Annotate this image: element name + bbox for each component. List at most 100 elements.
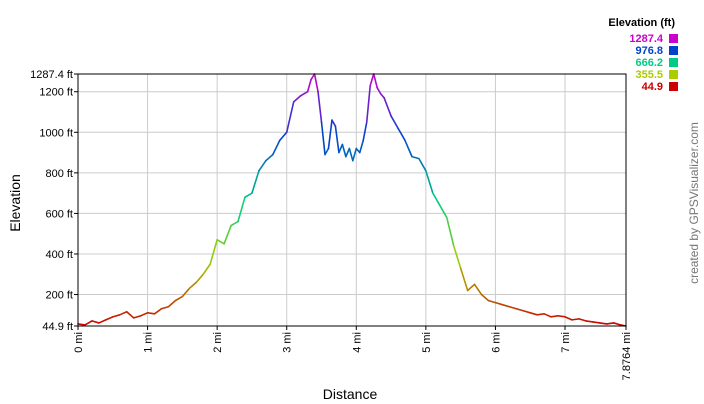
elevation-line-segment [334, 125, 340, 154]
elevation-line-segment [98, 319, 107, 324]
elevation-line-segment [438, 204, 448, 219]
elevation-line-segment [327, 119, 333, 150]
y-tick-label: 44.9 ft [42, 321, 73, 333]
elevation-line-segment [188, 281, 198, 290]
elevation-line-segment [132, 315, 142, 319]
elevation-line-segment [313, 73, 319, 93]
elevation-line-segment [167, 299, 177, 308]
elevation-line-segment [515, 307, 525, 312]
legend-swatch [669, 46, 678, 55]
legend-title: Elevation (ft) [608, 17, 675, 29]
credit-text: created by GPSVisualizer.com [687, 122, 701, 284]
elevation-line-segment [536, 313, 545, 316]
elevation-line-segment [299, 90, 309, 97]
elevation-line-segment [605, 322, 615, 325]
elevation-line-segment [292, 94, 302, 103]
legend-value: 666.2 [635, 57, 663, 69]
elevation-line-segment [379, 92, 385, 99]
y-tick-label: 1000 ft [39, 127, 73, 139]
y-axis-ticks: 44.9 ft 200 ft 400 ft 600 ft 800 ft 1000 ft 12… [30, 69, 78, 333]
elevation-line-segment [557, 315, 566, 318]
y-tick-label: 1200 ft [39, 87, 73, 99]
elevation-line-segment [251, 170, 260, 194]
elevation-line-segment [473, 283, 483, 296]
elevation-line-segment [244, 192, 253, 198]
elevation-line-segment [501, 303, 511, 308]
elevation-line-segment [230, 220, 239, 227]
elevation-line-segment [237, 196, 246, 223]
elevation-line-segment [331, 119, 337, 128]
elevation-line-segment [397, 127, 406, 142]
elevation-line-segment [543, 313, 552, 318]
x-tick-label: 2 mi [212, 332, 224, 353]
elevation-line-segment [216, 238, 225, 245]
elevation-line-segment [160, 305, 170, 310]
elevation-line-segment [418, 157, 427, 172]
elevation-line-segment [84, 320, 93, 326]
elevation-line-segment [265, 153, 274, 162]
y-tick-label: 200 ft [45, 290, 73, 302]
y-tick-label: 600 ft [45, 208, 73, 220]
elevation-line-segment [369, 73, 375, 87]
elevation-line-segment [480, 293, 490, 302]
elevation-line-segment [118, 310, 128, 316]
elevation-line-segment [324, 147, 330, 156]
elevation-line-segment [91, 320, 100, 324]
elevation-line-segment [306, 78, 312, 93]
y-tick-label: 400 ft [45, 249, 73, 261]
series-layer [77, 73, 627, 327]
x-tick-label: 7.8764 mi [621, 332, 633, 380]
elevation-line-segment [139, 311, 149, 317]
elevation-line-segment [550, 315, 559, 318]
elevation-line-segment [181, 287, 191, 298]
elevation-line-segment [146, 311, 156, 315]
x-tick-label: 0 mi [73, 332, 85, 353]
elevation-line-segment [153, 307, 163, 315]
elevation-line-segment [425, 170, 434, 194]
elevation-line-segment [320, 121, 326, 156]
elevation-line-segment [258, 159, 267, 172]
elevation-line-segment [362, 121, 368, 142]
x-axis-ticks: 0 mi 1 mi 2 mi 3 mi 4 mi 5 mi 6 mi 7 mi 7.8764 m… [73, 326, 633, 380]
elevation-line-segment [592, 321, 601, 324]
elevation-line-segment [390, 115, 399, 130]
legend-swatch [669, 70, 678, 79]
legend-value: 1287.4 [629, 33, 664, 45]
elevation-line-segment [522, 309, 532, 314]
elevation-line-segment [285, 101, 295, 134]
elevation-line-segment [432, 192, 441, 207]
legend-swatch [669, 82, 678, 91]
elevation-line-segment [195, 273, 205, 284]
x-tick-label: 3 mi [282, 332, 294, 353]
elevation-line-segment [404, 139, 413, 158]
x-tick-label: 4 mi [351, 332, 363, 353]
elevation-line-segment [376, 86, 382, 95]
plot-frame [77, 73, 627, 327]
elevation-line-segment [571, 318, 580, 321]
elevation-line-segment [529, 311, 538, 316]
y-axis-title: Elevation [7, 174, 23, 232]
elevation-line-segment [365, 84, 372, 123]
elevation-line-segment [105, 316, 114, 321]
elevation-line-segment [358, 139, 365, 154]
elevation-line-segment [77, 323, 86, 326]
elevation-line-segment [272, 139, 281, 156]
elevation-line-segment [508, 305, 518, 310]
x-axis-title: Distance [323, 386, 378, 402]
elevation-line-segment [445, 216, 455, 247]
elevation-line-segment [278, 131, 288, 142]
elevation-line-segment [466, 283, 476, 292]
elevation-line-segment [223, 224, 232, 245]
y-tick-label: 1287.4 ft [30, 69, 73, 81]
x-tick-label: 7 mi [560, 332, 572, 353]
elevation-line-segment [352, 147, 358, 162]
y-tick-label: 800 ft [45, 168, 73, 180]
elevation-line-segment [383, 97, 392, 117]
elevation-line-segment [111, 314, 121, 318]
elevation-line-segment [174, 295, 184, 302]
x-tick-label: 1 mi [143, 332, 155, 353]
elevation-line-segment [202, 263, 211, 276]
